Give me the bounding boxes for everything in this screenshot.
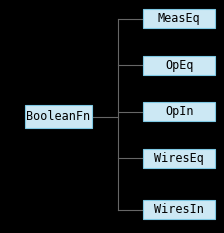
FancyBboxPatch shape bbox=[143, 149, 215, 168]
Text: BooleanFn: BooleanFn bbox=[26, 110, 90, 123]
Text: WiresEq: WiresEq bbox=[154, 152, 204, 165]
Text: MeasEq: MeasEq bbox=[158, 12, 200, 25]
FancyBboxPatch shape bbox=[143, 102, 215, 121]
Text: OpIn: OpIn bbox=[165, 105, 194, 118]
Text: WiresIn: WiresIn bbox=[154, 203, 204, 216]
FancyBboxPatch shape bbox=[25, 105, 92, 128]
FancyBboxPatch shape bbox=[143, 200, 215, 219]
Text: OpEq: OpEq bbox=[165, 59, 194, 72]
FancyBboxPatch shape bbox=[143, 9, 215, 28]
FancyBboxPatch shape bbox=[143, 56, 215, 75]
